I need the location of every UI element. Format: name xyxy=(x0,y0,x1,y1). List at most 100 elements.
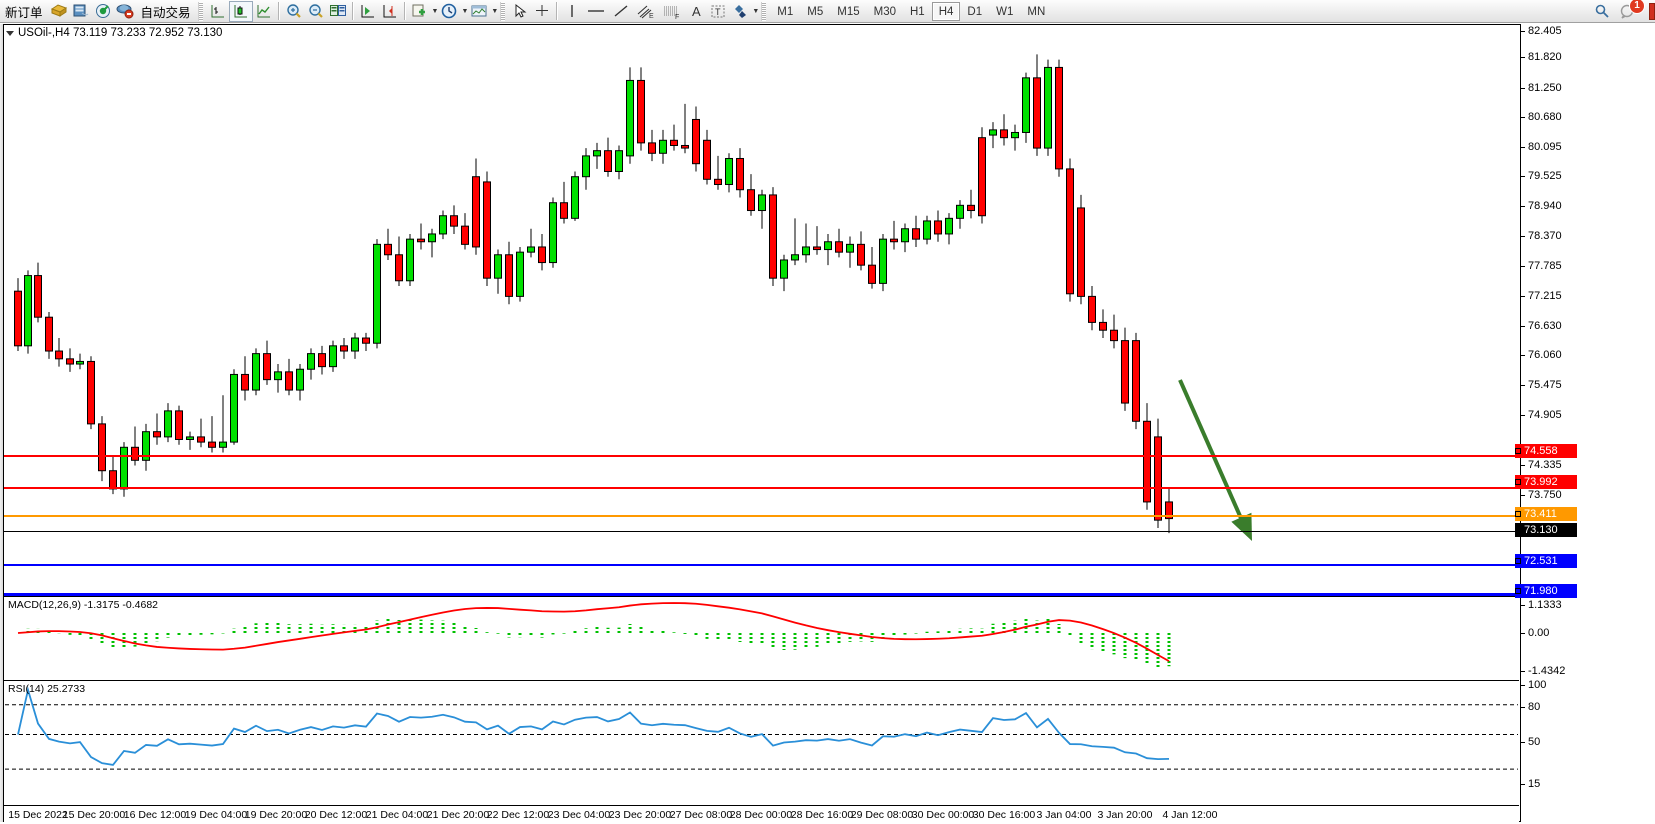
chart-area[interactable]: USOil-,H4 73.119 73.233 72.952 73.130 MA… xyxy=(0,23,1655,824)
shapes-icon[interactable] xyxy=(729,1,751,22)
toolbar-grip-3[interactable] xyxy=(761,1,767,21)
candle-body xyxy=(912,228,920,240)
hline-current-price[interactable] xyxy=(4,531,1519,532)
hline-71980[interactable] xyxy=(4,593,1519,596)
price-level-74558[interactable]: 74.558 xyxy=(1515,444,1577,458)
candle-body xyxy=(120,446,128,490)
time-label-4: 19 Dec 20:00 xyxy=(244,809,308,821)
zoom-in-icon[interactable] xyxy=(283,1,305,22)
macd-pane-label: MACD(12,26,9) -1.3175 -0.4682 xyxy=(8,599,158,611)
candle-body xyxy=(516,251,524,297)
templates-dropdown-caret[interactable]: ▼ xyxy=(491,7,499,15)
hline-74558[interactable] xyxy=(4,455,1519,457)
zoom-out-icon[interactable] xyxy=(305,1,327,22)
level-handle[interactable] xyxy=(1515,479,1521,485)
equidistant-channel-icon[interactable]: E xyxy=(633,1,659,22)
price-level-73411[interactable]: 73.411 xyxy=(1515,507,1577,521)
auto-scroll-icon[interactable] xyxy=(357,1,379,22)
time-axis[interactable]: 15 Dec 2022 15 Dec 20:00 16 Dec 12:00 19 De… xyxy=(4,805,1519,823)
page-title: USOil-,H4 73.119 73.233 72.952 73.130 xyxy=(18,27,223,39)
down-trend-arrow[interactable] xyxy=(1178,379,1252,541)
candle-body xyxy=(351,337,359,352)
level-handle[interactable] xyxy=(1515,588,1521,594)
notification-count-badge: 1 xyxy=(1629,0,1645,14)
collapse-triangle-icon[interactable] xyxy=(6,30,14,36)
level-price-text: 71.980 xyxy=(1524,585,1558,597)
new-chart-dropdown-caret[interactable]: ▼ xyxy=(431,7,439,15)
candle-body xyxy=(219,441,227,448)
templates-icon[interactable] xyxy=(468,1,490,22)
cursor-icon[interactable] xyxy=(509,1,531,22)
candle-body xyxy=(296,368,304,391)
navigator-icon[interactable] xyxy=(92,1,114,22)
period-icon[interactable] xyxy=(438,1,460,22)
timeframe-m15[interactable]: M15 xyxy=(837,5,860,18)
hline-72531[interactable] xyxy=(4,564,1519,566)
level-handle[interactable] xyxy=(1515,558,1521,564)
timeframe-d1[interactable]: D1 xyxy=(967,5,983,18)
candle-body xyxy=(483,181,491,279)
timeframe-m5[interactable]: M5 xyxy=(807,5,824,18)
line-chart-icon[interactable] xyxy=(253,1,275,22)
fibonacci-icon[interactable]: F xyxy=(659,1,685,22)
candle-body xyxy=(791,254,799,261)
notification-bell-icon[interactable]: 1 xyxy=(1617,0,1645,22)
candle-body xyxy=(901,228,909,243)
candle-body xyxy=(14,290,22,347)
candle-body xyxy=(274,371,282,381)
shapes-dropdown-caret[interactable]: ▼ xyxy=(752,7,760,15)
price-level-72531[interactable]: 72.531 xyxy=(1515,554,1577,568)
profile-icon[interactable] xyxy=(48,1,70,22)
hline-73411[interactable] xyxy=(4,515,1519,517)
timeframe-m30[interactable]: M30 xyxy=(873,5,896,18)
level-handle[interactable] xyxy=(1515,511,1521,517)
chart-shift-icon[interactable] xyxy=(379,1,401,22)
candle-body xyxy=(428,233,436,243)
horizontal-line-icon[interactable] xyxy=(583,1,609,22)
expert-advisor-icon[interactable] xyxy=(114,1,136,22)
candle-body xyxy=(263,353,271,381)
price-level-73992[interactable]: 73.992 xyxy=(1515,475,1577,489)
candlestick-chart-icon[interactable] xyxy=(228,0,253,22)
period-dropdown-caret[interactable]: ▼ xyxy=(461,7,469,15)
candle-body xyxy=(758,194,766,212)
hline-73992[interactable] xyxy=(4,487,1519,489)
timeframe-h4[interactable]: H4 xyxy=(931,1,961,21)
level-handle[interactable] xyxy=(1515,448,1521,454)
time-label-2: 16 Dec 12:00 xyxy=(123,809,187,821)
new-order-button[interactable]: 新订单 xyxy=(5,5,43,20)
text-box-icon[interactable]: T xyxy=(707,1,729,22)
data-window-icon[interactable] xyxy=(70,1,92,22)
candle-body xyxy=(208,441,216,448)
price-level-71980[interactable]: 71.980 xyxy=(1515,584,1577,598)
macd-pane-divider xyxy=(4,596,1519,597)
current-price-73130[interactable]: 73.130 xyxy=(1515,523,1577,537)
new-chart-icon[interactable] xyxy=(409,1,431,22)
toolbar-separator-1 xyxy=(277,2,280,20)
crosshair-icon[interactable] xyxy=(531,1,553,22)
close-window-indicator[interactable] xyxy=(1649,2,1655,20)
candle-body xyxy=(395,254,403,282)
left-gutter xyxy=(0,24,3,822)
candle-body xyxy=(439,215,447,235)
search-icon[interactable] xyxy=(1591,1,1613,22)
toolbar-grip-2[interactable] xyxy=(500,1,506,21)
price-axis[interactable]: 82.405 81.820 81.250 80.680 80.095 79.525 78.9… xyxy=(1515,24,1652,822)
timeframe-w1[interactable]: W1 xyxy=(996,5,1014,18)
candle-body xyxy=(505,254,513,297)
timeframe-mn[interactable]: MN xyxy=(1027,5,1046,18)
price-tick-75475: 75.475 xyxy=(1521,379,1562,391)
timeframe-m1[interactable]: M1 xyxy=(777,5,794,18)
price-tick-82405: 82.405 xyxy=(1521,25,1562,37)
candle-body xyxy=(24,275,32,347)
auto-trading-button[interactable]: 自动交易 xyxy=(140,5,191,20)
candle-body xyxy=(923,220,931,240)
text-label-icon[interactable]: A xyxy=(692,3,701,19)
vertical-line-icon[interactable] xyxy=(561,1,583,22)
level-handle[interactable] xyxy=(1515,527,1521,533)
trendline-icon[interactable] xyxy=(609,1,633,22)
timeframe-h1[interactable]: H1 xyxy=(910,5,925,18)
bar-chart-icon[interactable] xyxy=(207,1,229,22)
toolbar-grip-1[interactable] xyxy=(197,1,203,21)
tile-windows-icon[interactable] xyxy=(327,1,349,22)
